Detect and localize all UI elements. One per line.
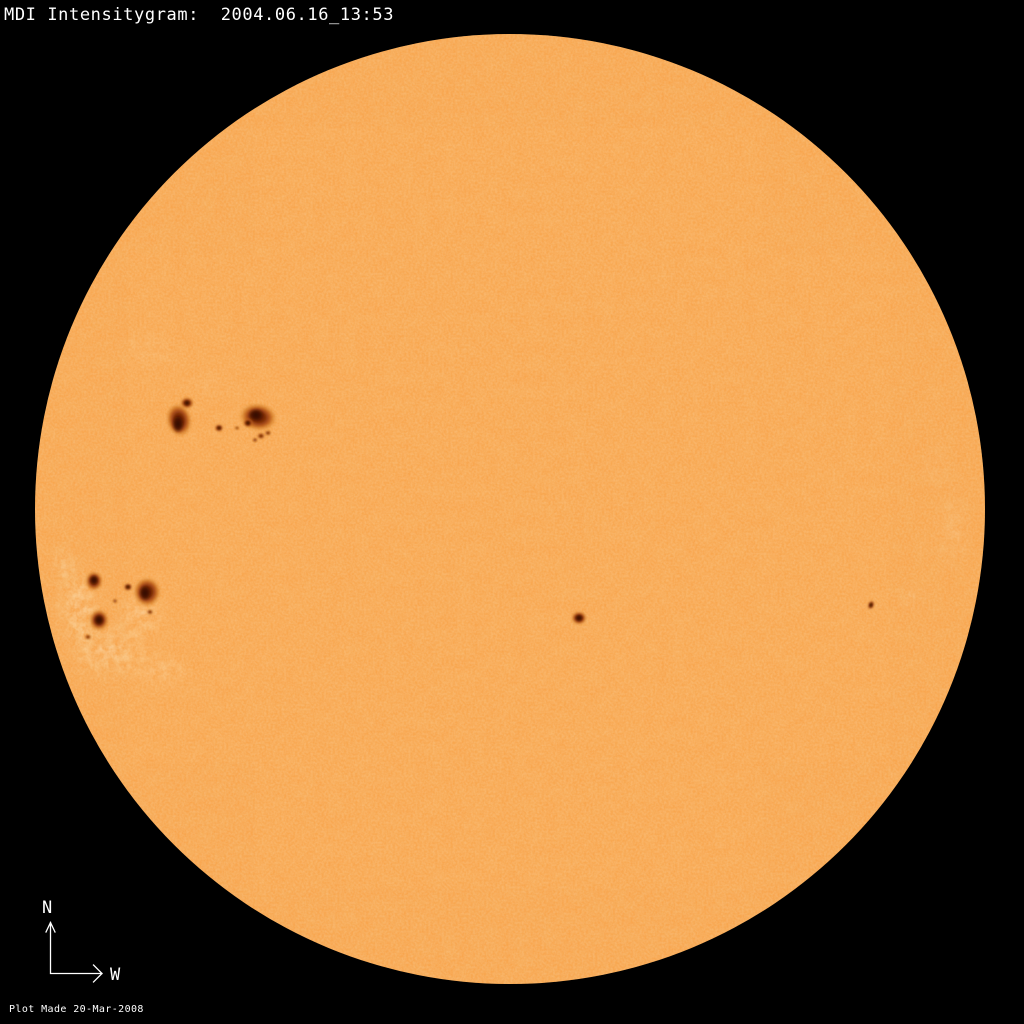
sun-disk-detail <box>35 34 985 984</box>
compass-arrows-icon <box>45 920 103 983</box>
sunspot-penumbra <box>112 599 118 603</box>
plot-made-label: Plot Made 20-Mar-2008 <box>9 1004 144 1015</box>
sunspot-umbra <box>139 585 151 601</box>
compass-west-label: W <box>110 965 121 985</box>
sunspot-penumbra <box>257 432 265 440</box>
sunspot-umbra <box>184 400 190 406</box>
sunspot-penumbra <box>252 437 258 443</box>
granulation-grain-texture <box>35 34 985 984</box>
facula-patch <box>48 542 80 590</box>
sunspot-umbra <box>248 408 264 422</box>
compass-north-label: N <box>42 898 52 918</box>
facula-patch <box>930 480 974 576</box>
sunspot-umbra <box>245 420 251 426</box>
sunspot-penumbra <box>264 430 272 436</box>
sunspots-layer <box>84 397 875 640</box>
sunspot-umbra <box>94 614 104 626</box>
compass: N W <box>42 898 121 985</box>
sunspot-penumbra <box>84 634 92 640</box>
sunspot-umbra <box>869 602 873 608</box>
plot-title: MDI Intensitygram: 2004.06.16_13:53 <box>4 5 395 25</box>
facula-patch <box>177 369 233 401</box>
sunspot-umbra <box>575 614 583 622</box>
sunspot-umbra <box>126 585 130 589</box>
facula-patch <box>108 328 192 372</box>
sunspot-umbra <box>172 415 184 433</box>
sunspot-umbra <box>89 575 99 585</box>
facula-patch <box>890 580 934 616</box>
sunspot-penumbra <box>146 609 154 615</box>
sunspot-penumbra <box>234 426 240 430</box>
facula-patch <box>124 648 196 692</box>
sunspot-umbra <box>217 426 221 430</box>
facula-patch <box>918 440 954 496</box>
